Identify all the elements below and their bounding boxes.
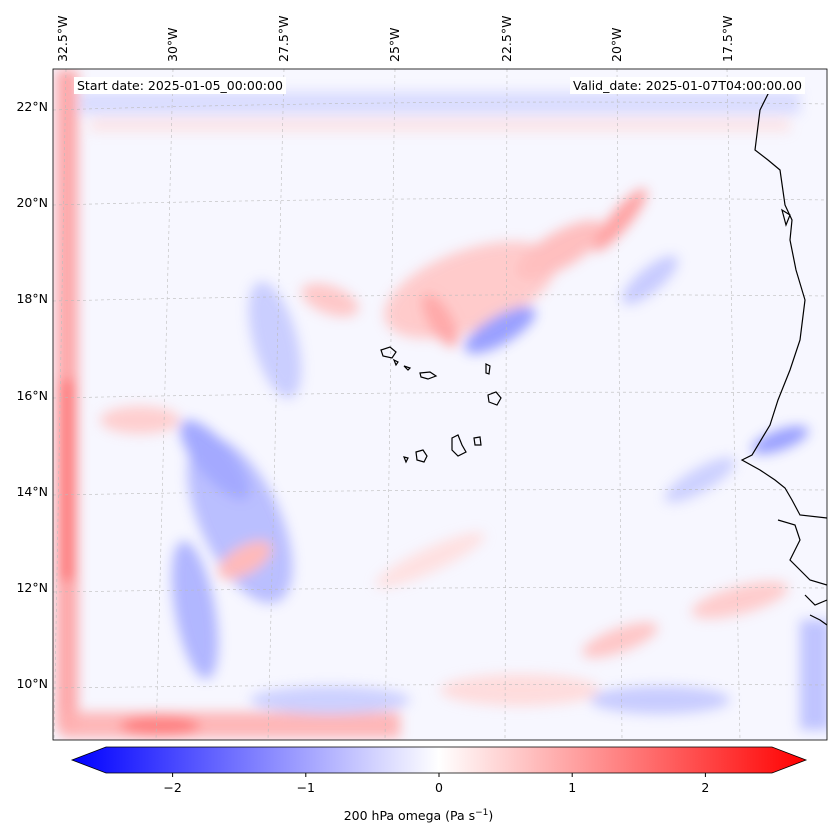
- colorbar: −2 −1 0 1 2: [70, 746, 808, 795]
- colorbar-label-sup: −1: [475, 808, 489, 818]
- omega-field: [53, 69, 827, 740]
- colorbar-tick-label: −2: [163, 780, 181, 795]
- colorbar-tick-label: −1: [297, 780, 315, 795]
- lon-label: 30°W: [165, 27, 180, 62]
- colorbar-tick-label: 1: [568, 780, 576, 795]
- colorbar-bar: [70, 746, 808, 774]
- lon-label: 25°W: [387, 27, 402, 62]
- colorbar-label: 200 hPa omega (Pa s−1): [0, 808, 837, 823]
- valid-date-label: Valid_date: 2025-01-07T04:00:00.00: [569, 77, 805, 94]
- colorbar-tick-label: 2: [701, 780, 709, 795]
- longitude-labels: 32.5°W 30°W 27.5°W 25°W 22.5°W 20°W 17.5…: [55, 16, 735, 62]
- lat-label: 20°N: [16, 195, 48, 210]
- lat-label: 14°N: [16, 484, 48, 499]
- lon-label: 17.5°W: [720, 16, 735, 62]
- start-date-label: Start date: 2025-01-05_00:00:00: [74, 77, 286, 94]
- map-frame: [52, 68, 828, 741]
- colorbar-ticks: −2 −1 0 1 2: [163, 773, 709, 795]
- lon-label: 27.5°W: [276, 16, 291, 62]
- lat-label: 10°N: [16, 676, 48, 691]
- lat-label: 12°N: [16, 580, 48, 595]
- coastline: [380, 89, 827, 626]
- graticule: [53, 69, 827, 740]
- latitude-labels: 22°N 20°N 18°N 16°N 14°N 12°N 10°N: [16, 99, 48, 691]
- lat-label: 16°N: [16, 388, 48, 403]
- colorbar-label-main: 200 hPa omega (Pa s: [343, 808, 476, 824]
- lat-label: 22°N: [16, 99, 48, 114]
- lon-label: 22.5°W: [499, 16, 514, 62]
- colorbar-label-end: ): [488, 808, 494, 824]
- colorbar-tick-label: 0: [435, 780, 443, 795]
- lon-label: 20°W: [609, 27, 624, 62]
- lat-label: 18°N: [16, 291, 48, 306]
- lon-label: 32.5°W: [55, 16, 70, 62]
